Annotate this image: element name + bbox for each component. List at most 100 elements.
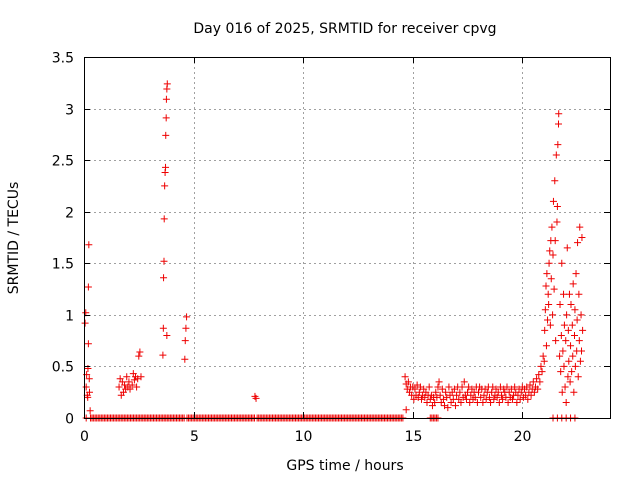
data-point (445, 383, 453, 391)
data-point (554, 141, 562, 149)
data-point (431, 399, 439, 407)
data-point (517, 388, 525, 396)
data-point (84, 283, 92, 291)
x-tick-label: 0 (80, 429, 89, 445)
data-point (549, 311, 557, 319)
data-point (574, 373, 582, 381)
data-point (86, 407, 94, 415)
data-point (562, 337, 570, 345)
data-point (163, 331, 171, 339)
y-tick-label: 0 (65, 412, 74, 428)
data-point (539, 352, 547, 360)
data-point (571, 362, 579, 370)
data-point (475, 388, 482, 396)
data-point (159, 351, 167, 359)
data-point (567, 342, 575, 350)
data-point (504, 399, 512, 407)
data-point (434, 383, 442, 391)
data-point (495, 399, 503, 407)
data-point (451, 402, 459, 410)
data-point (547, 275, 555, 283)
data-point (571, 306, 579, 314)
data-point (534, 385, 542, 393)
data-point (549, 197, 557, 205)
data-point (85, 241, 93, 249)
data-point (162, 114, 170, 122)
data-point (527, 391, 535, 399)
data-point (84, 340, 92, 348)
data-point (404, 378, 412, 386)
x-tick-label: 20 (514, 429, 532, 445)
data-point (82, 383, 90, 391)
data-point (552, 337, 560, 345)
y-tick-label: 0.5 (52, 360, 74, 376)
data-point (485, 393, 493, 401)
data-point (488, 388, 496, 396)
data-point (160, 215, 168, 223)
data-point (456, 388, 464, 396)
x-tick-label: 5 (190, 429, 199, 445)
data-point (535, 371, 543, 379)
data-point (533, 375, 541, 383)
data-point (553, 203, 561, 211)
data-point (557, 331, 565, 339)
data-point (566, 378, 574, 386)
data-point (540, 357, 548, 365)
data-point (130, 376, 138, 384)
x-tick-label: 15 (405, 429, 423, 445)
data-point (557, 368, 565, 376)
data-point (466, 399, 474, 407)
data-point (514, 391, 522, 399)
data-point (558, 259, 566, 267)
data-points (81, 80, 587, 422)
data-point (556, 352, 564, 360)
data-point (181, 355, 189, 363)
data-point (544, 290, 552, 298)
y-tick-label: 1 (65, 309, 74, 325)
data-point (569, 352, 577, 360)
data-point (479, 399, 487, 407)
data-point (558, 388, 566, 396)
data-point (551, 237, 559, 245)
data-point (575, 290, 583, 298)
data-point (569, 280, 577, 288)
data-point (545, 259, 553, 267)
data-point (573, 316, 581, 324)
data-point (526, 381, 534, 389)
data-point (551, 177, 559, 185)
data-point (538, 368, 546, 376)
data-point (561, 383, 569, 391)
data-point (572, 270, 580, 278)
data-point (460, 378, 468, 386)
data-point (162, 95, 170, 103)
data-point (81, 319, 89, 327)
data-point (563, 311, 571, 319)
data-point (425, 383, 433, 391)
data-point (536, 378, 544, 386)
data-point (252, 394, 260, 402)
data-point (559, 347, 567, 355)
data-point (541, 306, 549, 314)
plot-frame (84, 57, 611, 419)
data-point (552, 151, 560, 159)
data-point (115, 383, 123, 391)
data-point (136, 348, 144, 356)
data-point (530, 388, 538, 396)
data-point (159, 324, 167, 332)
y-tick-label: 3.5 (52, 51, 74, 67)
data-point (570, 388, 578, 396)
tick-labels: 0 0.5 1 1.5 2 2.5 3 3.5 0 5 10 15 20 (52, 51, 532, 446)
data-point (85, 375, 93, 383)
data-point (162, 163, 170, 171)
data-point (480, 391, 488, 399)
data-point (548, 223, 556, 231)
data-point (541, 326, 549, 334)
x-axis-label: GPS time / hours (286, 458, 403, 474)
data-point (560, 290, 568, 298)
axis-ticks (84, 57, 610, 419)
data-point (524, 395, 532, 403)
data-point (435, 378, 443, 386)
data-point (549, 251, 557, 259)
data-point (568, 368, 576, 376)
